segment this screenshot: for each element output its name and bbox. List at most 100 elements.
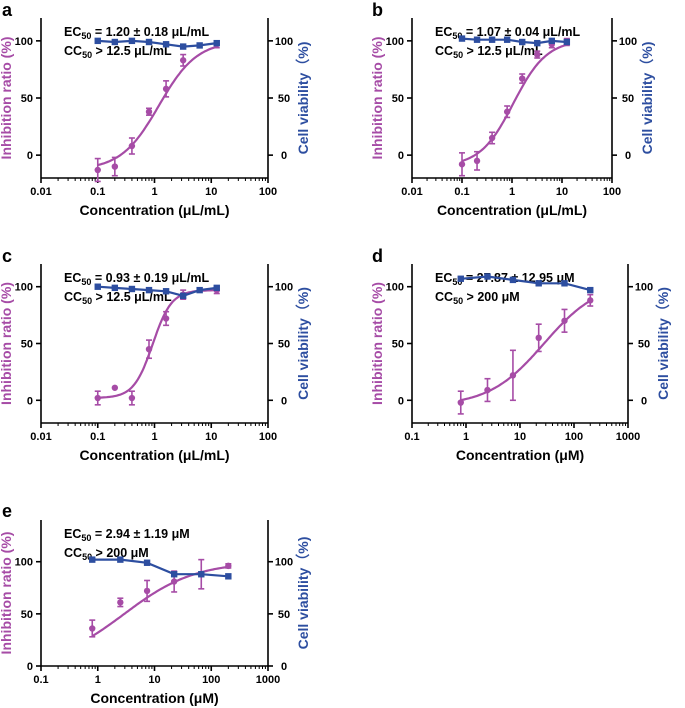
- viability-point: [162, 288, 170, 295]
- right-y-tick-label: 50: [638, 339, 650, 351]
- cc50-prefix: CC: [64, 546, 82, 560]
- x-tick-label: 100: [565, 431, 583, 443]
- viability-point: [563, 38, 571, 46]
- viability-point: [509, 276, 517, 284]
- right-y-axis-label: Cell viability（%): [295, 42, 311, 155]
- viability-point: [484, 273, 491, 280]
- x-axis-label: Concentration (μL/mL): [79, 202, 229, 218]
- viability-point: [488, 36, 496, 43]
- series-inhibition: [94, 40, 220, 183]
- viability-point: [473, 36, 481, 43]
- right-y-axis-label: Cell viability（%): [639, 42, 655, 155]
- cc50-prefix: CC: [64, 44, 82, 58]
- x-tick-label: 100: [603, 186, 621, 198]
- right-y-tick-label: 50: [278, 93, 290, 105]
- panel-letter: d: [372, 246, 383, 266]
- cc50-prefix: CC: [435, 44, 453, 58]
- viability-point: [457, 275, 464, 282]
- x-tick-label: 1: [509, 186, 515, 198]
- inhibition-point: [145, 345, 153, 353]
- viability-point: [519, 38, 526, 46]
- right-y-tick-label: 0: [641, 395, 647, 407]
- viability-point: [179, 292, 187, 299]
- ec50-subscript: 50: [452, 277, 462, 287]
- cc50-prefix: CC: [435, 290, 453, 304]
- inhibition-point: [117, 599, 124, 606]
- inhibition-point: [179, 57, 187, 64]
- x-tick-label: 0.1: [454, 186, 469, 198]
- x-tick-label: 1000: [616, 431, 640, 443]
- inhibition-point: [225, 562, 232, 570]
- left-y-axis-label: Inhibition ratio (%): [0, 282, 14, 405]
- inhibition-point: [473, 157, 481, 165]
- cc50-prefix: CC: [64, 290, 82, 304]
- viability-point: [94, 37, 101, 45]
- right-y-tick-label: 100: [619, 36, 637, 48]
- right-y-tick-label: 100: [275, 557, 293, 569]
- ec50-value: = 1.07 ± 0.04 μL/mL: [462, 25, 580, 39]
- viability-point: [128, 285, 136, 293]
- left-y-tick-label: 100: [386, 282, 404, 294]
- viability-point: [196, 42, 203, 49]
- inhibition-point: [94, 166, 101, 174]
- viability-point: [89, 556, 96, 563]
- left-y-tick-label: 100: [15, 282, 33, 294]
- fit-curve: [97, 45, 218, 167]
- right-y-tick-label: 100: [275, 36, 293, 48]
- x-tick-label: 0.1: [90, 186, 105, 198]
- left-y-tick-label: 100: [15, 36, 33, 48]
- inhibition-point: [587, 297, 594, 304]
- left-y-tick-label: 0: [398, 395, 404, 407]
- cc50-annotation: CC50 > 12.5 μL/mL: [64, 44, 172, 60]
- ec50-annotation: EC50 = 2.94 ± 1.19 μM: [64, 527, 190, 543]
- cc50-value: > 12.5 μL/mL: [92, 44, 172, 58]
- panel-letter: c: [2, 246, 12, 266]
- right-y-axis-label: Cell viability（%): [295, 287, 311, 400]
- ec50-prefix: EC: [64, 527, 81, 541]
- x-tick-label: 100: [202, 674, 220, 686]
- ec50-value: = 2.94 ± 1.19 μM: [91, 527, 189, 541]
- series-viability: [457, 273, 594, 294]
- inhibition-point: [170, 578, 178, 585]
- right-y-tick-label: 0: [625, 150, 631, 162]
- inhibition-point: [534, 51, 541, 58]
- x-tick-label: 0.1: [90, 431, 105, 443]
- x-tick-label: 10: [514, 431, 526, 443]
- x-tick-label: 1: [463, 431, 469, 443]
- inhibition-point: [561, 317, 568, 324]
- viability-point: [587, 286, 594, 294]
- cc50-value: > 200 μM: [463, 290, 520, 304]
- viability-line: [92, 558, 229, 578]
- panel-letter: e: [2, 501, 12, 521]
- ec50-prefix: EC: [64, 271, 81, 285]
- left-y-tick-label: 0: [27, 395, 33, 407]
- inhibition-point: [503, 108, 511, 115]
- viability-point: [503, 36, 511, 43]
- series-viability: [458, 35, 571, 47]
- series-inhibition: [457, 293, 594, 415]
- left-y-axis-label: Inhibition ratio (%): [0, 532, 14, 655]
- inhibition-point: [89, 625, 96, 632]
- viability-line: [460, 275, 591, 292]
- ec50-annotation: EC50 = 1.07 ± 0.04 μL/mL: [435, 25, 580, 41]
- viability-point: [198, 571, 205, 578]
- inhibition-point: [519, 75, 526, 82]
- x-tick-label: 1: [151, 186, 157, 198]
- inhibition-point: [143, 587, 151, 595]
- inhibition-point: [128, 142, 136, 150]
- ec50-value: = 1.20 ± 0.18 μL/mL: [91, 25, 209, 39]
- x-axis-label: Concentration (μL/mL): [79, 447, 229, 463]
- viability-point: [128, 37, 136, 45]
- x-tick-label: 0.1: [33, 674, 48, 686]
- cc50-annotation: CC50 > 12.5 μL/mL: [64, 290, 172, 306]
- ec50-annotation: EC50 = 1.20 ± 0.18 μL/mL: [64, 25, 209, 41]
- inhibition-point: [458, 161, 466, 168]
- cc50-value: > 200 μM: [92, 546, 149, 560]
- inhibition-point: [488, 134, 496, 142]
- viability-point: [111, 38, 119, 46]
- ec50-subscript: 50: [81, 277, 91, 287]
- viability-point: [458, 35, 466, 42]
- x-tick-label: 10: [205, 186, 217, 198]
- inhibition-point: [457, 399, 464, 406]
